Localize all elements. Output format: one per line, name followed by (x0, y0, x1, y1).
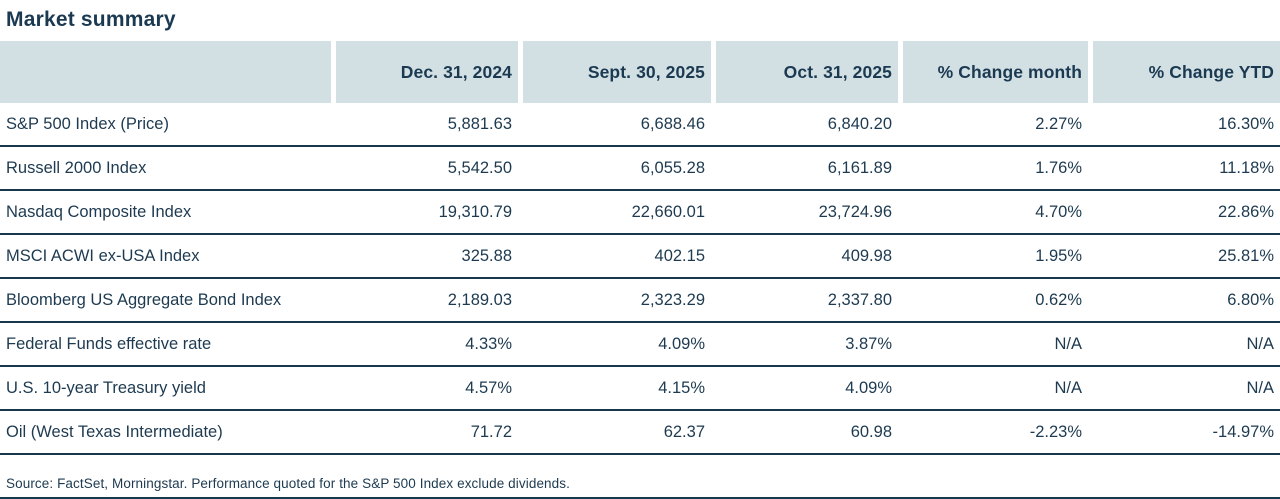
table-row-bloomberg-us-aggregate-bond: Bloomberg US Aggregate Bond Index 2,189.… (0, 279, 1280, 323)
table-row-russell-2000: Russell 2000 Index 5,542.50 6,055.28 6,1… (0, 147, 1280, 191)
table-cell: 409.98 (841, 246, 892, 265)
table-cell: N/A (1246, 378, 1274, 397)
table-cell: 1.95% (1035, 246, 1082, 265)
row-label: Oil (West Texas Intermediate) (6, 422, 223, 441)
table-cell: 1.76% (1035, 158, 1082, 177)
table-cell: 4.70% (1035, 202, 1082, 221)
table-cell: 6,161.89 (827, 158, 892, 177)
table-cell: 3.87% (845, 334, 892, 353)
table-cell: 22.86% (1218, 202, 1274, 221)
table-cell: 19,310.79 (438, 202, 512, 221)
table-cell: 4.09% (658, 334, 705, 353)
column-header-blank (0, 41, 331, 103)
row-label: Bloomberg US Aggregate Bond Index (6, 290, 282, 309)
table-cell: 6,840.20 (827, 114, 892, 133)
table-cell: -14.97% (1212, 422, 1274, 441)
column-header-pct-change-month: % Change month (903, 41, 1088, 103)
table-cell: N/A (1054, 378, 1082, 397)
table-cell: -2.23% (1029, 422, 1082, 441)
table-row-msci-acwi-ex-usa: MSCI ACWI ex-USA Index 325.88 402.15 409… (0, 235, 1280, 279)
table-cell: 6,055.28 (640, 158, 705, 177)
table-cell: 23,724.96 (818, 202, 892, 221)
table-cell: 71.72 (470, 422, 512, 441)
page-title: Market summary (6, 8, 176, 31)
table-cell: 25.81% (1218, 246, 1274, 265)
table-cell: N/A (1054, 334, 1082, 353)
table-cell: 16.30% (1218, 114, 1274, 133)
table-cell: 60.98 (850, 422, 892, 441)
row-label: S&P 500 Index (Price) (6, 114, 169, 133)
table-cell: 4.57% (465, 378, 512, 397)
table-cell: 2,323.29 (640, 290, 705, 309)
table-header-row: Dec. 31, 2024 Sept. 30, 2025 Oct. 31, 20… (0, 41, 1280, 103)
column-header-sept-30-2025: Sept. 30, 2025 (523, 41, 711, 103)
table-cell: N/A (1246, 334, 1274, 353)
table-cell: 5,542.50 (447, 158, 512, 177)
row-label: Russell 2000 Index (6, 158, 147, 177)
row-label: U.S. 10-year Treasury yield (6, 378, 206, 397)
table-row-nasdaq-composite: Nasdaq Composite Index 19,310.79 22,660.… (0, 191, 1280, 235)
table-cell: 4.33% (465, 334, 512, 353)
table-cell: 325.88 (461, 246, 512, 265)
table-row-oil-wti: Oil (West Texas Intermediate) 71.72 62.3… (0, 411, 1280, 455)
table-row-us-10-year-treasury: U.S. 10-year Treasury yield 4.57% 4.15% … (0, 367, 1280, 411)
table-row-sp500: S&P 500 Index (Price) 5,881.63 6,688.46 … (0, 103, 1280, 147)
table-body: S&P 500 Index (Price) 5,881.63 6,688.46 … (0, 103, 1280, 455)
table-cell: 22,660.01 (631, 202, 705, 221)
table-cell: 6.80% (1227, 290, 1274, 309)
row-label: Nasdaq Composite Index (6, 202, 192, 221)
column-header-oct-31-2025: Oct. 31, 2025 (716, 41, 898, 103)
table-cell: 4.15% (658, 378, 705, 397)
table-cell: 5,881.63 (447, 114, 512, 133)
column-header-dec-31-2024: Dec. 31, 2024 (336, 41, 518, 103)
source-footnote: Source: FactSet, Morningstar. Performanc… (6, 476, 570, 491)
table-cell: 4.09% (845, 378, 892, 397)
bottom-divider (0, 497, 1280, 499)
table-cell: 2.27% (1035, 114, 1082, 133)
row-label: Federal Funds effective rate (6, 334, 212, 353)
table-cell: 11.18% (1219, 158, 1274, 177)
table-cell: 2,189.03 (447, 290, 512, 309)
table-cell: 0.62% (1035, 290, 1082, 309)
table-cell: 62.37 (663, 422, 705, 441)
column-header-pct-change-ytd: % Change YTD (1093, 41, 1280, 103)
table-cell: 2,337.80 (827, 290, 892, 309)
table-row-federal-funds-rate: Federal Funds effective rate 4.33% 4.09%… (0, 323, 1280, 367)
row-label: MSCI ACWI ex-USA Index (6, 246, 200, 265)
table-cell: 402.15 (654, 246, 705, 265)
table-cell: 6,688.46 (640, 114, 705, 133)
